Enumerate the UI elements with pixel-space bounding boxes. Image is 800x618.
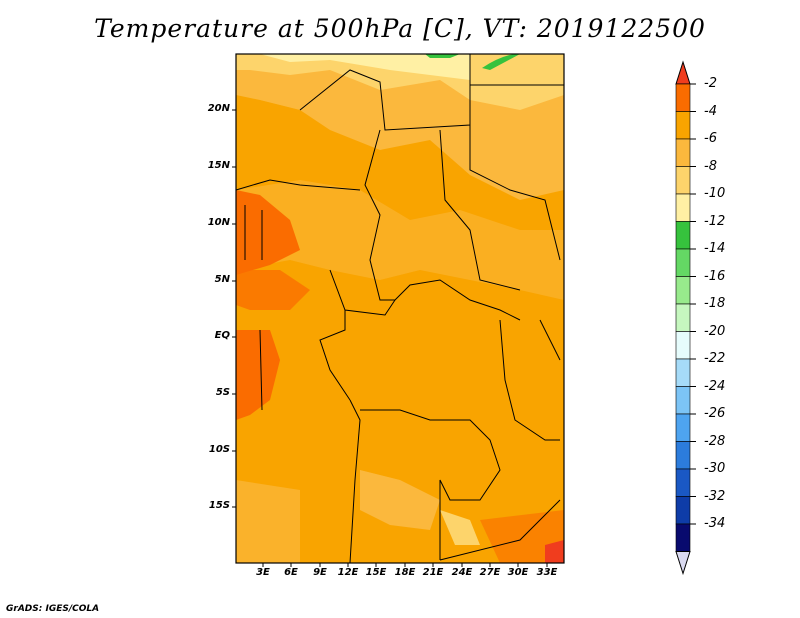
lat-label: EQ [214,330,230,341]
axis-ticks [232,109,548,567]
colorbar-swatch [675,331,691,360]
colorbar-label: -24 [704,378,726,394]
lat-label: 15N [207,160,230,171]
middle-belt [236,180,564,300]
colorbar-swatch [675,386,691,415]
north-pale-band [260,54,470,80]
colorbar-swatch [675,413,691,442]
lat-label: 15S [208,500,230,511]
lon-label: 24E [451,567,473,578]
south-light-patch [360,470,440,530]
colorbar-label: -18 [704,296,726,311]
colorbar-label: -28 [704,433,726,449]
lon-label: 12E [337,567,359,578]
coast-hot-region [236,270,310,310]
lon-label: 33E [536,567,558,578]
lon-label: 6E [284,567,298,578]
colorbar-swatch [675,496,691,525]
colorbar-swatch [675,276,691,305]
colorbar-label: -16 [704,268,726,284]
lat-label: 10N [207,217,230,228]
colorbar-swatch [675,441,691,470]
colorbar-swatch [675,303,691,332]
lon-label: 18E [394,567,416,578]
green-patch-north [425,54,460,58]
colorbar-swatch [675,358,691,387]
lon-label: 30E [507,567,529,578]
west-hot-region [236,190,300,275]
lat-label: 10S [208,444,230,455]
colorbar-label: -14 [704,241,726,256]
country-borders [235,54,564,564]
temperature-map [235,53,565,564]
colorbar [675,60,696,576]
colorbar-label: -12 [704,213,726,229]
colorbar-label: -8 [704,158,717,174]
green-patch-east [482,54,520,70]
colorbar-swatch [675,83,691,112]
colorbar-label: -32 [704,488,726,504]
colorbar-label: -30 [704,461,726,476]
map-frame [235,53,565,564]
lat-label: 20N [207,103,230,114]
colorbar-swatch [675,193,691,222]
colorbar-swatch [675,221,691,250]
colorbar-swatch [675,138,691,167]
colorbar-swatch [675,468,691,497]
lon-label: 21E [422,567,444,578]
lon-label: 15E [365,567,387,578]
colorbar-label: -22 [704,351,726,366]
southeast-warm [480,510,564,563]
southeast-hot [545,540,564,563]
colorbar-label: -4 [704,103,717,119]
colorbar-swatch [675,111,691,140]
gulf-hot-region [236,330,280,420]
colorbar-label: -26 [704,406,726,421]
credit-text: GrADS: IGES/COLA [6,604,100,614]
colorbar-label: -2 [704,76,717,91]
lon-label: 3E [256,567,270,578]
colorbar-label: -20 [704,323,726,339]
colorbar-swatch [675,523,691,552]
colorbar-label: -10 [704,186,726,201]
colorbar-label: -6 [704,131,717,146]
colorbar-swatch [675,248,691,277]
lat-label: 5N [214,274,230,285]
map-title: Temperature at 500hPa [C], VT: 201912250… [94,14,706,43]
southwest-light [236,480,300,563]
lon-label: 27E [479,567,501,578]
lat-label: 5S [215,387,230,398]
colorbar-top-arrow [675,60,691,85]
colorbar-swatch [675,166,691,195]
colorbar-bottom-arrow [675,551,691,576]
lon-label: 9E [313,567,327,578]
south-pale-patch [440,510,480,545]
colorbar-label: -34 [704,516,726,531]
